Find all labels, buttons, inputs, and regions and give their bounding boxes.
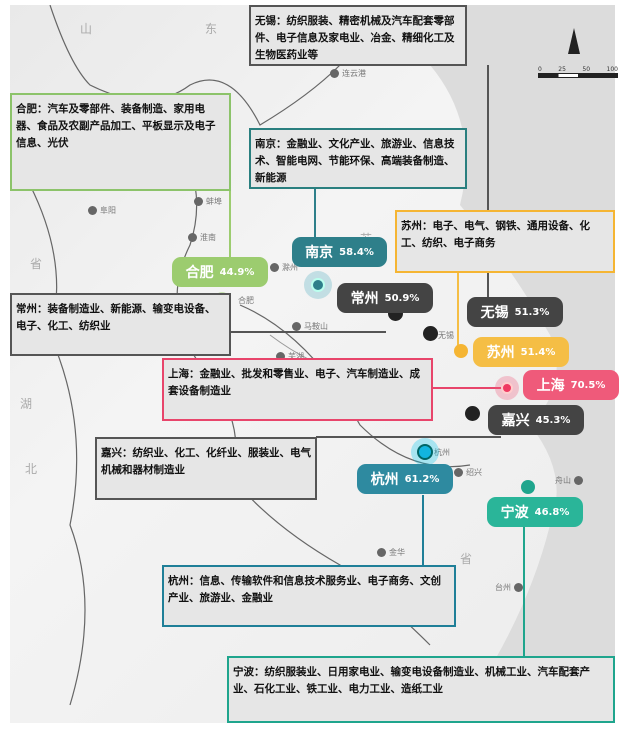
shanghai-industry-box: 上海：金融业、批发和零售业、电子、汽车制造业、成套设备制造业 [162, 358, 433, 421]
place-zhoushan: 舟山 [555, 475, 583, 486]
connector-wuxi [487, 65, 489, 298]
scale-tick: 100 [606, 66, 618, 73]
connector-hefei [229, 190, 231, 258]
hangzhou-marker-icon [411, 438, 439, 466]
connector-ningbo [523, 527, 525, 657]
suzhou-label: 苏州 51.4% [473, 337, 569, 367]
connector-suzhou [457, 272, 459, 346]
jiaxing-label: 嘉兴 45.3% [488, 405, 584, 435]
hefei-industry-box: 合肥：汽车及零部件、装备制造、家用电器、食品及农副产品加工、平板显示及电子信息、… [10, 93, 231, 191]
wuxi-industry-box: 无锡：纺织服装、精密机械及汽车配套零部件、电子信息及家电业、冶金、精细化工及生物… [249, 5, 467, 66]
jiaxing-industry-box: 嘉兴：纺织业、化工、化纤业、服装业、电气机械和器材制造业 [95, 437, 317, 500]
ningbo-industry-box: 宁波：纺织服装业、日用家电业、输变电设备制造业、机械工业、汽车配套产业、石化工业… [227, 656, 615, 723]
ningbo-marker-icon [521, 480, 535, 494]
scale-tick: 0 [538, 66, 542, 73]
north-arrow-icon [568, 28, 580, 54]
ningbo-label: 宁波 46.8% [487, 497, 583, 527]
nanjing-industry-box: 南京：金融业、文化产业、旅游业、信息技术、智能电网、节能环保、高端装备制造、新能… [249, 128, 467, 189]
changzhou-industry-box: 常州：装备制造业、新能源、输变电设备、电子、化工、纺织业 [10, 293, 231, 356]
connector-hangzhou [422, 495, 424, 565]
place-hangzhou: 杭州 [434, 448, 450, 457]
nanjing-marker-icon [304, 271, 332, 299]
place-huainan: 淮南 [188, 232, 216, 243]
suzhou-industry-box: 苏州：电子、电气、钢铁、通用设备、化工、纺织、电子商务 [395, 210, 615, 273]
place-hefei: 合肥 [238, 296, 254, 305]
connector-jiaxing [316, 436, 501, 438]
scale-bar: 0 25 50 100 [538, 66, 618, 78]
scale-tick: 25 [558, 66, 566, 73]
suzhou-marker-icon [454, 344, 468, 358]
province-label: 湖 [20, 397, 33, 411]
nanjing-label: 南京 58.4% [292, 237, 387, 267]
place-wuxi: 无锡 [438, 331, 454, 340]
hangzhou-industry-box: 杭州：信息、传输软件和信息技术服务业、电子商务、文创产业、旅游业、金融业 [162, 565, 456, 627]
place-bengbu: 蚌埠 [194, 196, 222, 207]
place-lianyungang: 连云港 [330, 68, 366, 79]
hangzhou-label: 杭州 61.2% [357, 464, 453, 494]
place-jinhua: 金华 [377, 547, 405, 558]
shanghai-marker-icon [495, 376, 519, 400]
hefei-label: 合肥 44.9% [172, 257, 268, 287]
place-chuzhou: 滁州 [270, 262, 298, 273]
wuxi-label: 无锡 51.3% [467, 297, 563, 327]
place-fuyang: 阜阳 [88, 205, 116, 216]
place-taizhou: 台州 [495, 582, 523, 593]
province-label: 北 [25, 462, 38, 476]
connector-nanjing [314, 188, 316, 238]
province-label: 省 [460, 552, 473, 566]
connector-shanghai [432, 387, 502, 389]
province-label: 省 [30, 257, 43, 271]
place-shaoxing: 绍兴 [454, 467, 482, 478]
province-label: 东 [205, 22, 218, 36]
place-wuhu: 芜湖 [276, 351, 304, 362]
shanghai-label: 上海 70.5% [523, 370, 619, 400]
scale-tick: 50 [582, 66, 591, 73]
province-label: 山 [80, 22, 93, 36]
connector-changzhou [231, 331, 386, 333]
changzhou-label: 常州 50.9% [337, 283, 433, 313]
wuxi-marker-icon [423, 326, 438, 341]
place-maanshan: 马鞍山 [292, 321, 328, 332]
jiaxing-marker-icon [465, 406, 480, 421]
